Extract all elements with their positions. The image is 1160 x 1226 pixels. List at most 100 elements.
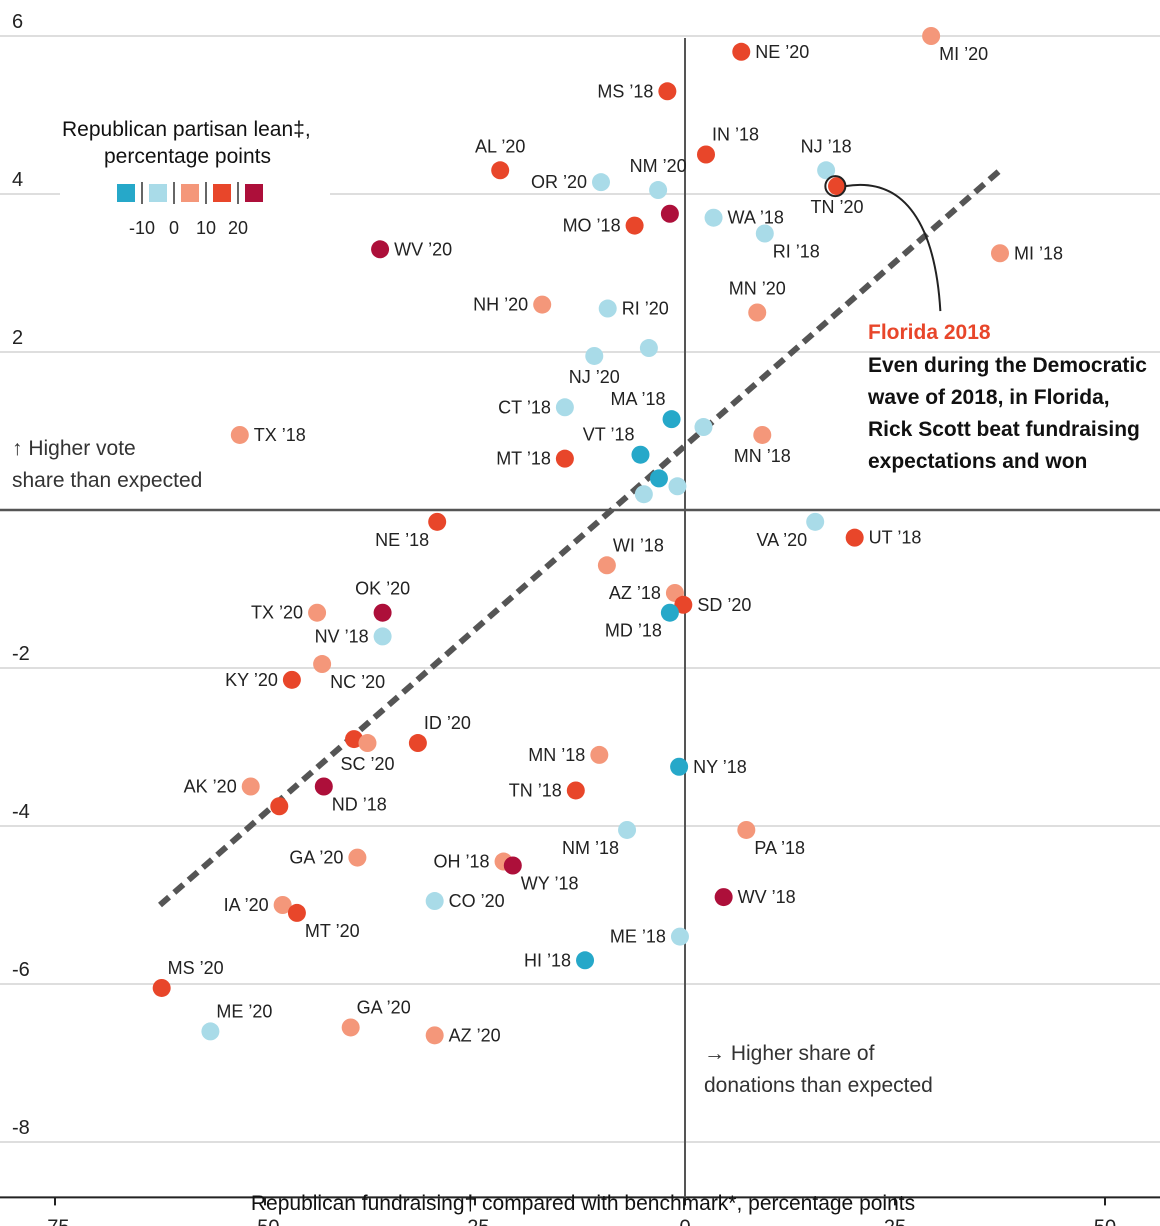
annotation-title: Florida 2018 (868, 321, 991, 344)
point-label: SD ’20 (697, 595, 751, 615)
annotation-text-line3: Rick Scott beat fundraising (868, 418, 1140, 441)
data-point (922, 27, 941, 45)
data-point (828, 177, 847, 196)
point-label: WA ’18 (728, 208, 784, 228)
annotation-text-line1: Even during the Democratic (868, 354, 1147, 377)
trend-line (158, 168, 1002, 908)
legend-title-line1: Republican partisan lean‡, (62, 118, 311, 141)
annotation-arrow (845, 183, 942, 312)
legend-tick-label: 20 (228, 218, 248, 238)
point-label: NC ’20 (330, 672, 385, 692)
point-label: MO ’18 (563, 216, 621, 236)
y-tick-label: -6 (12, 959, 30, 981)
point-label: MT ’18 (496, 449, 551, 469)
data-point (152, 978, 171, 997)
x-axis-label: Republican fundraising† compared with be… (251, 1192, 915, 1215)
data-point (308, 603, 327, 622)
point-label: AL ’20 (475, 136, 525, 156)
data-point (576, 951, 595, 970)
point-label: NM ’18 (562, 838, 619, 858)
point-label: MN ’18 (528, 745, 585, 765)
point-label: NV ’18 (315, 626, 369, 646)
point-label: MI ’20 (939, 44, 988, 64)
point-label: NE ’20 (755, 42, 809, 62)
note-vote-line2: share than expected (12, 469, 202, 492)
data-point (598, 299, 617, 318)
data-point (491, 161, 510, 180)
data-point (373, 627, 392, 646)
data-point (287, 903, 306, 922)
data-point (313, 655, 332, 674)
data-point (670, 927, 689, 946)
data-point (845, 528, 864, 547)
point-label: TN ’20 (811, 197, 864, 217)
point-label: GA ’20 (289, 848, 343, 868)
data-point (649, 469, 668, 488)
point-label: MN ’18 (734, 446, 791, 466)
point-label: MD ’18 (605, 621, 662, 641)
point-label: ME ’20 (216, 1001, 272, 1021)
point-label: MA ’18 (611, 389, 666, 409)
point-label: TX ’20 (251, 603, 303, 623)
point-label: GA ’20 (357, 997, 411, 1017)
point-label: NE ’18 (375, 530, 429, 550)
x-tick-label: -25 (461, 1216, 490, 1226)
point-label: MS ’20 (168, 958, 224, 978)
data-point (425, 892, 444, 911)
point-label: NJ ’20 (569, 367, 620, 387)
point-label: RI ’18 (773, 242, 820, 262)
data-point (694, 418, 713, 437)
legend-tick-labels: -10 0 10 20 (129, 218, 248, 238)
point-label: AK ’20 (184, 777, 237, 797)
x-tick-label: 50 (1094, 1216, 1116, 1226)
point-label: HI ’18 (524, 950, 571, 970)
notes: ↑ Higher vote share than expected → High… (12, 437, 933, 1097)
point-label: OR ’20 (531, 172, 587, 192)
y-tick-labels: 6 4 2 -2 -4 -6 -8 (12, 11, 30, 1139)
data-point (658, 82, 677, 101)
data-point (408, 734, 427, 753)
point-label: NY ’18 (693, 757, 747, 777)
data-point (748, 303, 767, 322)
data-point (639, 339, 658, 358)
data-point (618, 820, 637, 839)
data-point (704, 208, 723, 227)
legend-swatch (149, 184, 167, 202)
point-label: KY ’20 (225, 670, 278, 690)
point-label: WY ’18 (521, 874, 579, 894)
data-point (314, 777, 333, 796)
data-point (991, 244, 1009, 263)
data-point (348, 848, 367, 867)
point-label: ID ’20 (424, 713, 471, 733)
point-label: VT ’18 (583, 425, 635, 445)
data-point (631, 445, 650, 464)
x-tick-label: -75 (41, 1216, 70, 1226)
data-point (660, 603, 679, 622)
x-tick-label: -50 (251, 1216, 280, 1226)
data-point (817, 161, 836, 180)
legend-swatches (117, 182, 263, 204)
data-point (697, 145, 715, 164)
point-label: AZ ’18 (609, 583, 661, 603)
y-tick-label: 2 (12, 327, 23, 349)
point-label: IN ’18 (712, 125, 759, 145)
data-point (649, 181, 668, 200)
point-label: ME ’18 (610, 927, 666, 947)
annotation-text-line4: expectations and won (868, 450, 1087, 473)
data-point (282, 670, 301, 689)
data-point (566, 781, 585, 800)
legend-swatch (117, 184, 135, 202)
legend-swatch (181, 184, 199, 202)
data-point (597, 556, 616, 575)
y-tick-label: -2 (12, 643, 30, 665)
data-point (555, 449, 574, 468)
note-vote-line1: ↑ Higher vote (12, 437, 136, 460)
data-point (241, 777, 260, 796)
point-label: OK ’20 (355, 579, 410, 599)
data-point (753, 425, 772, 444)
legend-tick-label: -10 (129, 218, 155, 238)
legend-swatch (213, 184, 231, 202)
y-tick-label: -4 (12, 801, 30, 823)
gridlines (0, 35, 1160, 1199)
